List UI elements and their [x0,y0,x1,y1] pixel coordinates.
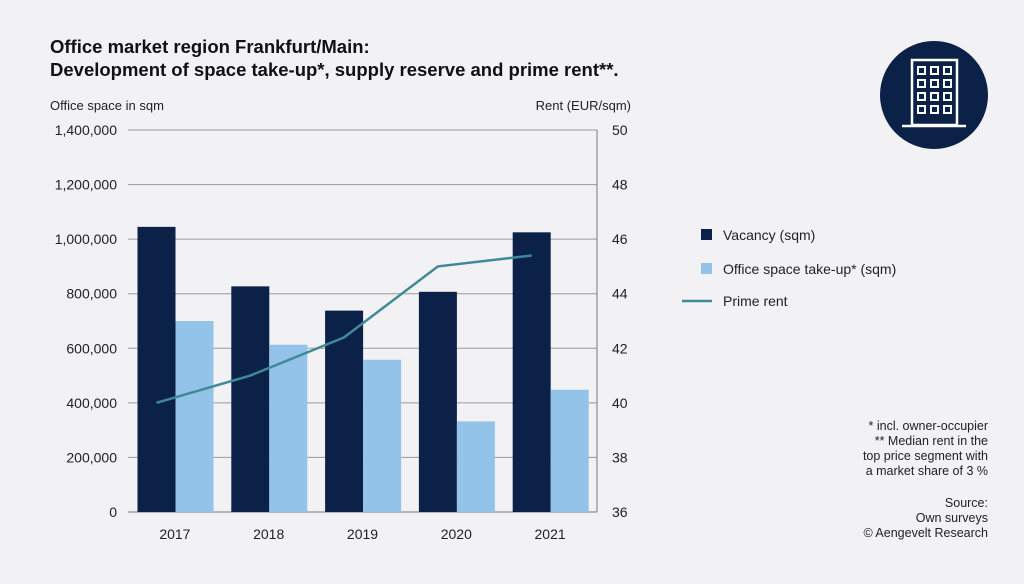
y-tick-left: 600,000 [66,340,117,356]
bar-takeup [175,321,214,512]
bar-vacancy [137,226,176,512]
chart-title-line2: Development of space take-up*, supply re… [50,59,619,80]
x-tick-label: 2019 [347,526,378,542]
y-tick-left: 1,400,000 [55,122,117,138]
logo-window [917,92,926,101]
x-tick-label: 2021 [535,526,566,542]
legend-label-prime-rent: Prime rent [723,293,788,309]
y-tick-right: 36 [612,504,628,520]
bar-vacancy [325,310,364,512]
footnote-4: a market share of 3 % [865,464,988,478]
legend-label-takeup: Office space take-up* (sqm) [723,261,896,277]
chart-title-line1: Office market region Frankfurt/Main: [50,36,370,57]
line-prime-rent [156,254,532,405]
bar-takeup [550,389,589,512]
logo-window [930,66,939,75]
office-building-icon [880,41,988,149]
bar-takeup [363,359,402,512]
x-tick-label: 2017 [159,526,190,542]
y-tick-right: 38 [612,449,628,465]
y-axis-left-title: Office space in sqm [50,98,164,113]
legend-swatch-vacancy [701,229,712,240]
source-line-2: © Aengevelt Research [863,526,988,540]
logo-window [917,79,926,88]
x-tick-label: 2020 [441,526,472,542]
y-axis-right-title: Rent (EUR/sqm) [536,98,631,113]
logo-window [943,92,952,101]
y-tick-right: 48 [612,177,628,193]
logo-window [943,105,952,114]
y-tick-left: 800,000 [66,286,117,302]
y-tick-right: 40 [612,395,628,411]
bar-takeup [269,344,308,512]
legend-swatch-takeup [701,263,712,274]
y-tick-left: 0 [109,504,117,520]
logo-window [930,105,939,114]
y-tick-right: 42 [612,340,628,356]
bar-vacancy [418,291,457,512]
y-tick-right: 46 [612,231,628,247]
source-line-1: Own surveys [915,511,988,525]
source-label: Source: [944,496,988,510]
y-tick-right: 50 [612,122,628,138]
legend: Vacancy (sqm) Office space take-up* (sqm)… [682,227,896,309]
bar-vacancy [231,286,270,512]
logo-window [943,79,952,88]
y-tick-left: 200,000 [66,449,117,465]
logo-window [930,92,939,101]
footnote-1: * incl. owner-occupier [868,419,989,433]
y-tick-left: 400,000 [66,395,117,411]
bar-takeup [456,421,495,512]
legend-label-vacancy: Vacancy (sqm) [723,227,815,243]
logo-window [917,105,926,114]
bar-vacancy [512,232,551,513]
y-tick-left: 1,200,000 [55,177,117,193]
logo-window [917,66,926,75]
footnote-2: ** Median rent in the [874,434,988,448]
x-tick-label: 2018 [253,526,284,542]
logo-window [943,66,952,75]
y-tick-right: 44 [612,286,628,302]
y-tick-left: 1,000,000 [55,231,117,247]
footnote-3: top price segment with [862,449,988,463]
logo-window [930,79,939,88]
